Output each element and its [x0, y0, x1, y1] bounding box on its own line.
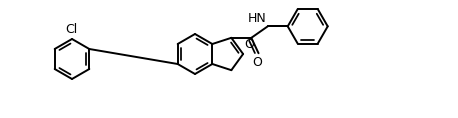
Text: O: O — [253, 56, 262, 69]
Text: Cl: Cl — [65, 23, 77, 36]
Text: HN: HN — [248, 12, 267, 25]
Text: O: O — [244, 38, 254, 51]
